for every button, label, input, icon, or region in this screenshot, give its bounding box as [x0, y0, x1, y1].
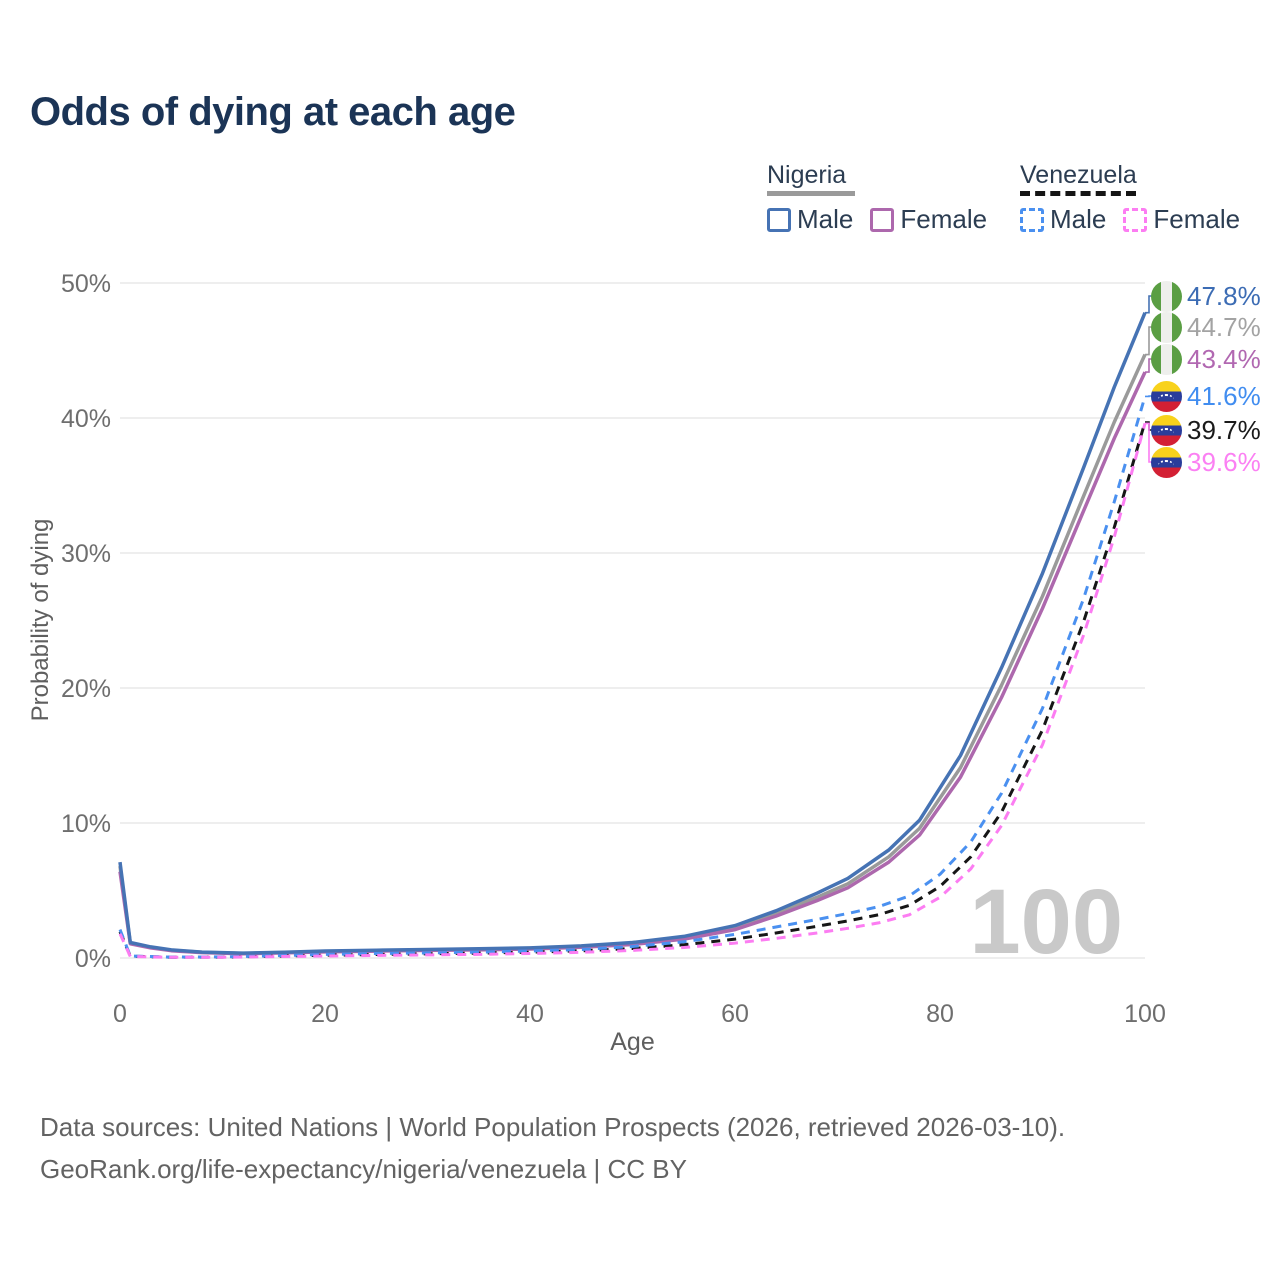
series-line-nigeria-both[interactable] — [118, 353, 1147, 956]
legend-group-venezuela: Venezuela Male Female — [1020, 162, 1240, 235]
y-tick-label: 0% — [75, 945, 111, 973]
nigeria-male-swatch-icon — [767, 207, 791, 232]
series-line-nigeria-female[interactable] — [118, 371, 1147, 956]
nigeria-flag-icon — [1151, 280, 1182, 312]
end-value: 39.7% — [1187, 414, 1261, 445]
x-tick-label: 60 — [721, 1000, 749, 1028]
source-line-2: GeoRank.org/life-expectancy/nigeria/vene… — [40, 1154, 687, 1184]
y-tick-label: 10% — [61, 810, 111, 838]
end-label-nigeria-both[interactable]: 44.7% — [1151, 311, 1261, 343]
legend-item-nigeria-male[interactable]: Male — [767, 204, 853, 235]
y-tick-label: 30% — [61, 540, 111, 568]
x-tick-label: 0 — [113, 1000, 127, 1028]
end-value: 44.7% — [1187, 311, 1261, 342]
legend-label: Male — [1050, 204, 1107, 234]
x-axis-title: Age — [610, 1028, 654, 1056]
data-source-note: Data sources: United Nations | World Pop… — [40, 1106, 1065, 1190]
end-label-venezuela-both[interactable]: 39.7% — [1151, 414, 1261, 446]
legend-label: Female — [1153, 204, 1241, 234]
nigeria-female-swatch-icon — [870, 207, 895, 232]
y-tick-label: 20% — [61, 675, 111, 703]
legend-group-nigeria: Nigeria Male Female — [767, 162, 987, 235]
legend-label: Male — [797, 204, 854, 234]
venezuela-female-swatch-icon — [1123, 207, 1148, 232]
end-label-venezuela-male[interactable]: 41.6% — [1151, 380, 1261, 412]
venezuela-flag-icon — [1151, 446, 1182, 478]
end-value: 41.6% — [1187, 380, 1261, 411]
page-title: Odds of dying at each age — [30, 90, 516, 134]
legend-country-nigeria[interactable]: Nigeria — [767, 161, 847, 189]
x-tick-label: 20 — [311, 1000, 339, 1028]
series-line-venezuela-female[interactable] — [118, 423, 1147, 959]
end-label-nigeria-male[interactable]: 47.8% — [1151, 280, 1261, 312]
y-tick-label: 50% — [61, 270, 111, 298]
end-value: 39.6% — [1187, 446, 1261, 477]
legend-country-venezuela[interactable]: Venezuela — [1020, 161, 1137, 189]
venezuela-flag-icon — [1151, 414, 1182, 446]
end-label-nigeria-female[interactable]: 43.4% — [1151, 343, 1261, 375]
x-tick-label: 80 — [926, 1000, 954, 1028]
end-value: 43.4% — [1187, 343, 1261, 374]
x-tick-label: 100 — [1124, 1000, 1166, 1028]
nigeria-flag-icon — [1151, 343, 1182, 375]
nigeria-flag-icon — [1151, 311, 1182, 343]
nigeria-line-swatch — [767, 191, 855, 196]
venezuela-line-swatch — [1020, 191, 1136, 196]
y-tick-label: 40% — [61, 405, 111, 433]
legend-item-venezuela-male[interactable]: Male — [1020, 204, 1106, 235]
legend-item-nigeria-female[interactable]: Female — [870, 204, 987, 235]
venezuela-male-swatch-icon — [1020, 207, 1044, 232]
legend-item-venezuela-female[interactable]: Female — [1123, 204, 1240, 235]
end-value: 47.8% — [1187, 280, 1261, 311]
source-line-1: Data sources: United Nations | World Pop… — [40, 1112, 1066, 1142]
venezuela-flag-icon — [1151, 380, 1182, 412]
y-axis-title: Probability of dying — [27, 519, 54, 722]
end-label-venezuela-female[interactable]: 39.6% — [1151, 446, 1261, 478]
x-tick-label: 40 — [516, 1000, 544, 1028]
series-line-nigeria-male[interactable] — [118, 312, 1147, 955]
age-watermark: 100 — [970, 871, 1124, 973]
legend-label: Female — [900, 204, 988, 234]
